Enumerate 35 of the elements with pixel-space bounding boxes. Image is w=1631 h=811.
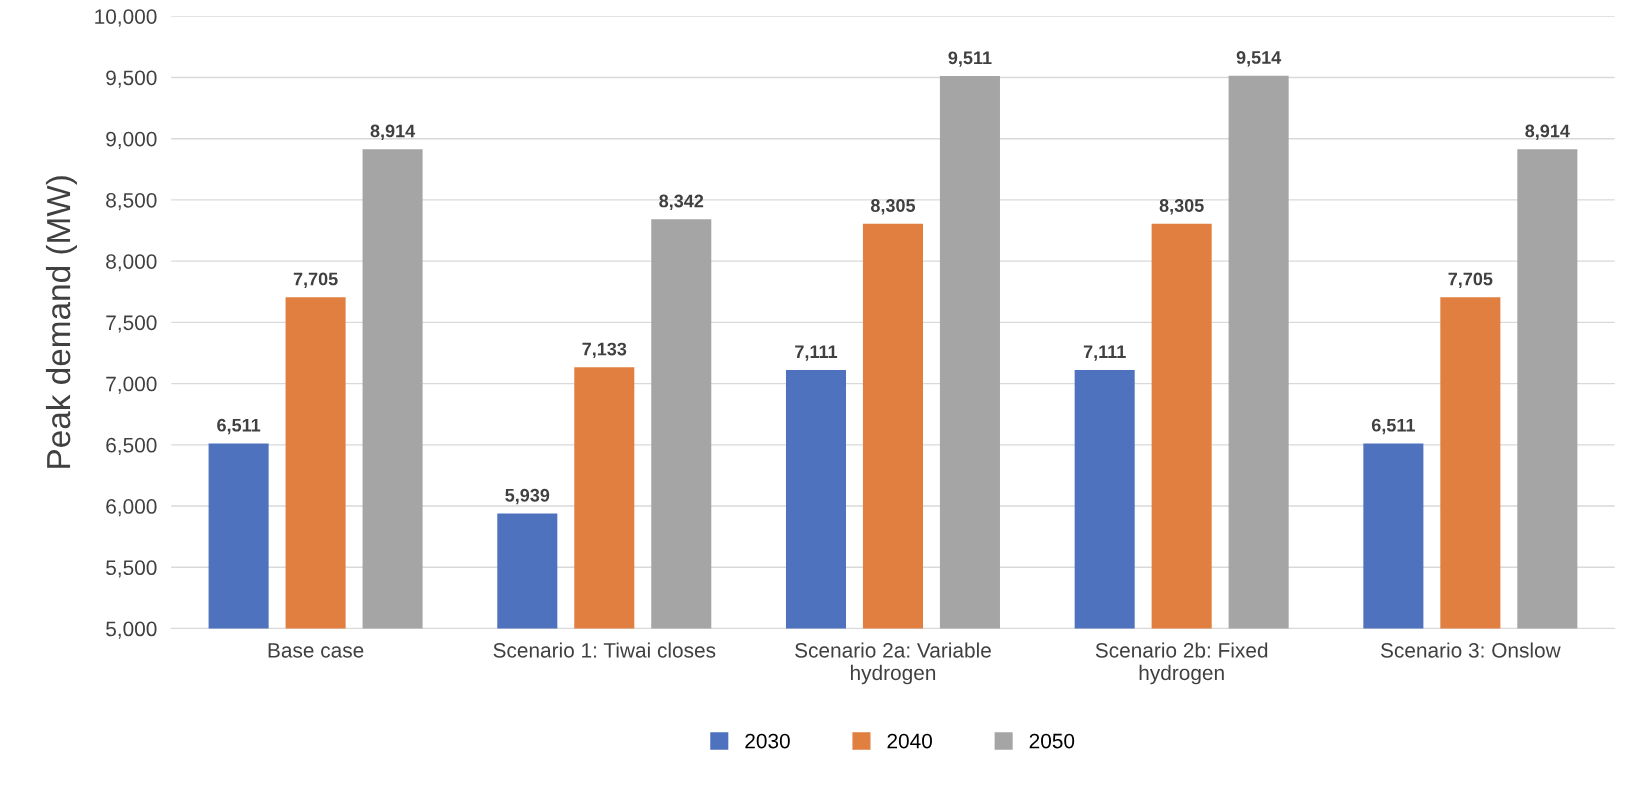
y-axis-title: Peak demand (MW) bbox=[45, 176, 77, 468]
data-label: 7,111 bbox=[795, 345, 838, 361]
y-tick-label: 6,000 bbox=[106, 499, 157, 517]
data-label: 9,514 bbox=[1236, 51, 1282, 67]
data-label: 8,305 bbox=[870, 199, 916, 215]
x-tick-label: Scenario 2b: Fixed hydrogen bbox=[1095, 642, 1268, 685]
y-tick-label: 8,500 bbox=[106, 192, 157, 211]
y-tick-label: 10,000 bbox=[95, 9, 157, 27]
data-label: 7,705 bbox=[293, 272, 338, 288]
data-label: 6,511 bbox=[217, 418, 261, 435]
y-tick-label: 7,000 bbox=[106, 376, 157, 394]
y-tick-label: 5,000 bbox=[106, 621, 157, 639]
y-tick-label: 9,000 bbox=[106, 131, 157, 149]
data-label: 7,133 bbox=[582, 342, 627, 359]
data-label: 8,342 bbox=[659, 194, 704, 210]
data-label: 8,914 bbox=[1525, 124, 1570, 140]
legend-label: 2030 bbox=[745, 733, 790, 749]
y-tick-label: 8,000 bbox=[106, 254, 157, 272]
data-label: 7,705 bbox=[1448, 272, 1493, 288]
legend-label: 2040 bbox=[887, 733, 932, 749]
y-tick-label: 9,500 bbox=[106, 70, 157, 88]
data-label: 8,305 bbox=[1159, 199, 1204, 215]
x-tick-label: Scenario 3: Onslow bbox=[1380, 642, 1561, 658]
data-label: 5,939 bbox=[505, 488, 550, 505]
data-label: 6,511 bbox=[1371, 418, 1415, 435]
data-label: 9,511 bbox=[948, 51, 992, 67]
legend-label: 2050 bbox=[1029, 733, 1075, 749]
data-label: 8,914 bbox=[370, 124, 416, 140]
x-tick-label: Scenario 2a: Variable hydrogen bbox=[795, 642, 991, 685]
data-label: 7,111 bbox=[1083, 345, 1126, 361]
x-tick-label: Base case bbox=[268, 643, 364, 658]
y-tick-label: 5,500 bbox=[106, 560, 157, 578]
x-tick-label: Scenario 1: Tiwai closes bbox=[493, 642, 716, 658]
y-tick-label: 6,500 bbox=[106, 437, 157, 456]
y-tick-label: 7,500 bbox=[106, 315, 157, 333]
